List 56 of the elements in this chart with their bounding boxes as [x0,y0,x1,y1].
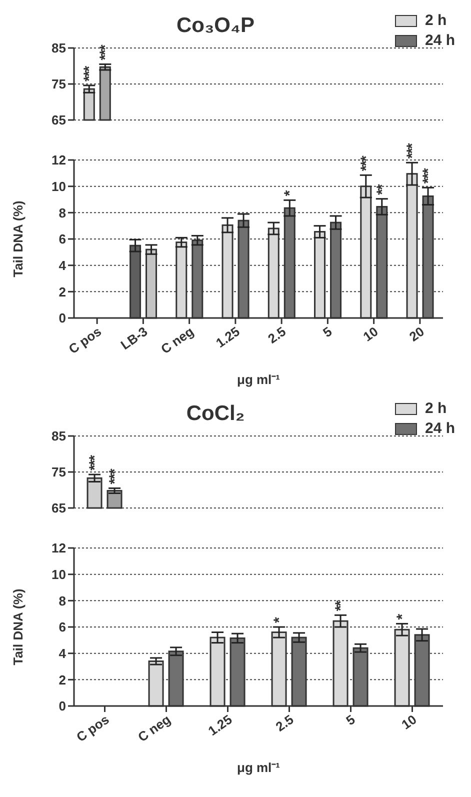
y-tick-label: 8 [58,593,66,608]
annotation: *** [420,168,438,184]
y-tick-label: 85 [52,428,66,444]
chart-title: CoCl₂ [185,402,246,426]
y-tick-label: 6 [58,620,66,635]
y-tick-label: 85 [52,40,66,56]
y-tick-label: 75 [52,464,66,480]
annotation: ** [332,600,350,612]
x-axis-title: μg ml⁻¹ [236,372,280,387]
annotation: *** [97,44,114,60]
x-tick-label: 2.5 [272,712,296,734]
x-axis-title: μg ml⁻¹ [236,760,280,775]
x-tick-label: 2.5 [265,324,289,346]
y-tick-label: 4 [58,258,67,273]
annotation: *** [86,454,104,471]
annotation: *** [81,66,98,82]
x-tick-label: C neg [135,712,174,745]
x-tick-label: 5 [343,712,358,728]
annotation: *** [358,155,375,172]
annotation: * [394,614,412,620]
chart-title: Co₃O₄P [175,14,256,38]
y-tick-label: 8 [58,205,66,220]
legend-label: 24 h [424,420,455,437]
y-tick-label: 6 [58,232,66,247]
y-tick-label: 10 [52,178,66,194]
x-tick-label: C pos [74,712,112,745]
annotation: * [282,190,299,196]
legend-label: 24 h [424,32,455,49]
legend-label: 2 h [424,12,447,29]
y-tick-label: 75 [52,76,66,92]
x-tick-label: 20 [406,324,427,344]
y-tick-label: 65 [52,500,66,516]
annotation: ** [374,184,391,195]
y-tick-label: 12 [52,152,66,168]
y-tick-label: 0 [58,310,66,326]
x-tick-label: LB-3 [118,324,150,353]
x-tick-label: 10 [398,712,420,732]
x-tick-label: C neg [158,324,196,357]
y-tick-label: 4 [58,646,67,661]
y-tick-label: 2 [58,672,66,688]
x-tick-label: 1.25 [213,324,242,351]
x-tick-label: C pos [66,324,104,357]
x-tick-label: 5 [320,324,335,340]
x-tick-label: 10 [360,324,381,344]
y-axis-title: Tail DNA (%) [10,200,26,278]
legend-label: 2 h [424,400,447,417]
x-tick-label: 1.25 [205,712,235,739]
y-tick-label: 65 [52,112,66,128]
annotation: * [271,617,288,623]
y-axis-title: Tail DNA (%) [10,588,26,666]
y-tick-label: 10 [52,566,66,582]
annotation: *** [106,468,124,484]
y-tick-label: 2 [58,284,66,300]
y-tick-label: 12 [52,540,66,556]
annotation: *** [404,142,422,159]
y-tick-label: 0 [58,698,66,714]
